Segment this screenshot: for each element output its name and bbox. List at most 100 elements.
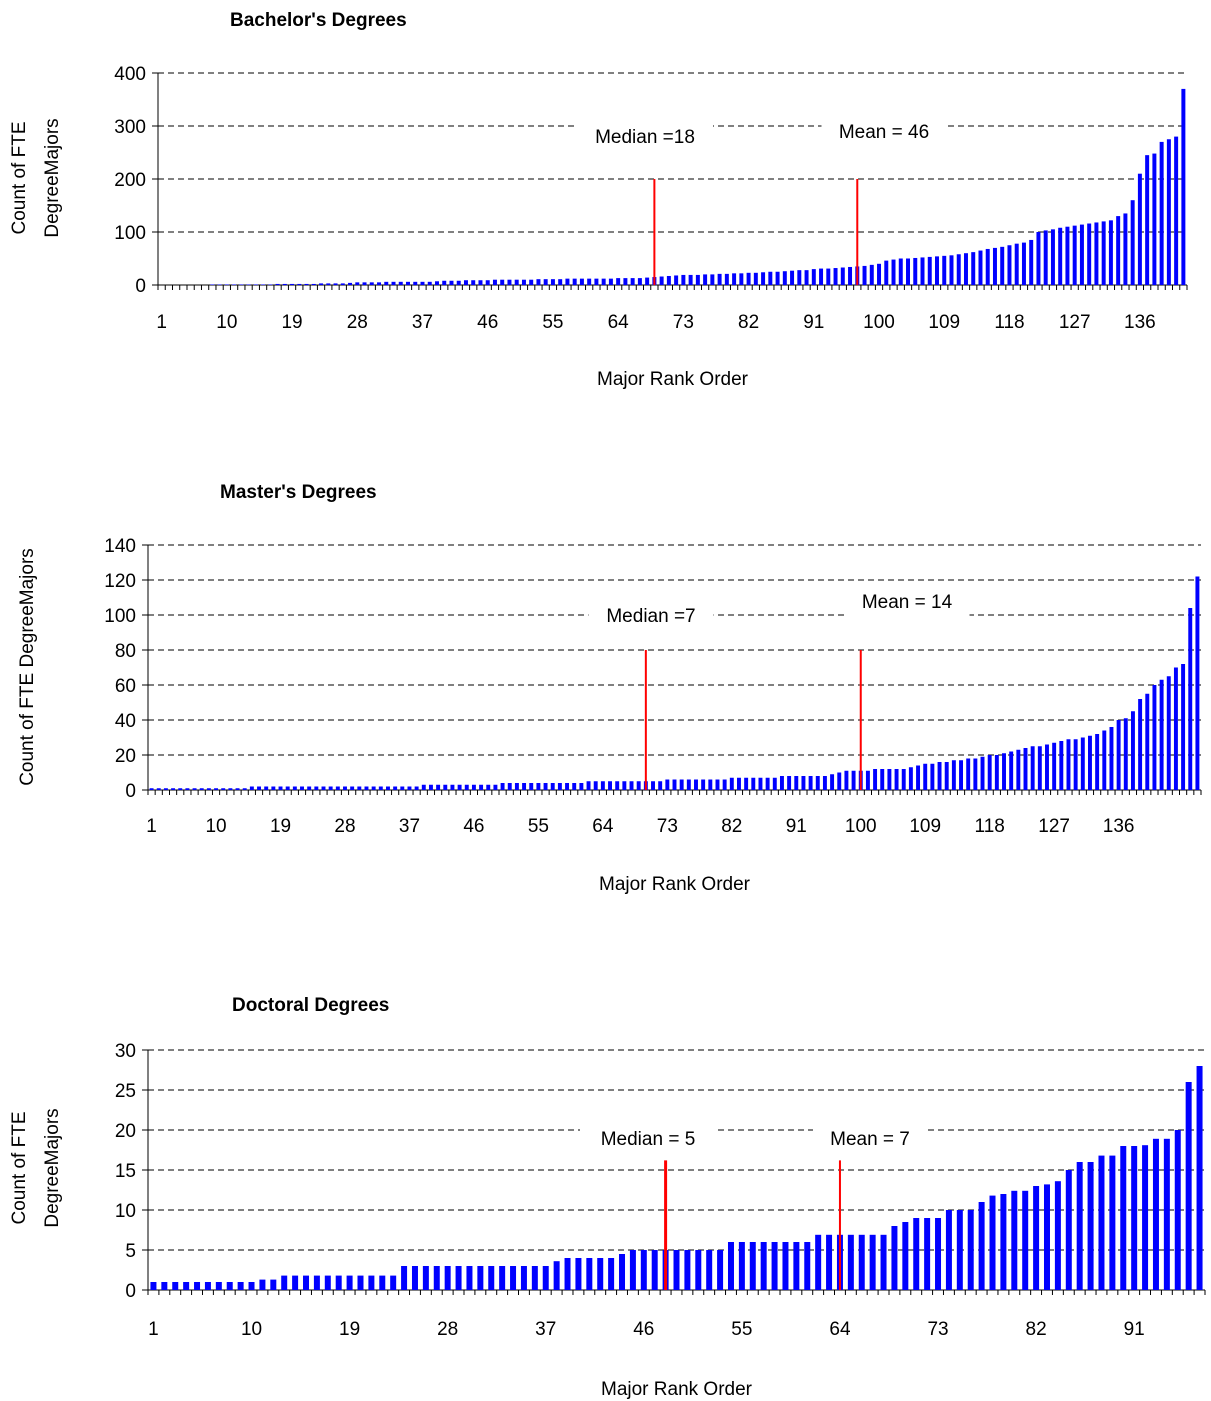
- x-tick-label: 118: [994, 312, 1024, 333]
- bar-rank-75: [679, 779, 684, 790]
- bar-rank-74: [672, 779, 677, 790]
- chart-panel-2: Master's Degrees Count of FTE DegreeMajor…: [17, 482, 1202, 895]
- bar-rank-71: [651, 781, 655, 790]
- bar-rank-31: [477, 1266, 484, 1290]
- bar-rank-58: [572, 278, 577, 285]
- bar-rank-35: [393, 786, 398, 790]
- y-tick-label: 15: [115, 1161, 136, 1182]
- x-tick-label: 91: [1124, 1319, 1145, 1340]
- bar-rank-136: [1116, 720, 1121, 790]
- bar-rank-23: [390, 1275, 397, 1290]
- bar-rank-114: [959, 760, 964, 790]
- bar-rank-26: [328, 786, 333, 790]
- marker-label-median: Median = 5: [601, 1129, 696, 1150]
- bar-rank-121: [1009, 751, 1014, 790]
- bar-rank-136: [1137, 173, 1142, 285]
- x-tick-label: 64: [592, 816, 614, 837]
- y-tick-label: 40: [115, 711, 136, 732]
- bar-rank-27: [335, 786, 340, 790]
- bar-rank-124: [1030, 746, 1035, 790]
- bar-rank-140: [1145, 693, 1150, 790]
- bar-rank-68: [880, 1234, 887, 1290]
- chart-title: Master's Degrees: [220, 482, 377, 503]
- bar-rank-109: [923, 763, 928, 790]
- bar-rank-15: [249, 786, 254, 790]
- bar-rank-51: [507, 783, 512, 790]
- x-tick-label: 10: [241, 1319, 262, 1340]
- bar-rank-16: [268, 284, 273, 285]
- bar-rank-135: [1130, 200, 1135, 285]
- bar-rank-91: [811, 269, 816, 285]
- bar-rank-46: [640, 1250, 647, 1290]
- bar-rank-123: [1043, 230, 1048, 285]
- bar-rank-84: [744, 777, 749, 790]
- marker-label-box: [813, 1121, 927, 1155]
- bar-rank-29: [455, 1266, 462, 1290]
- bar-rank-116: [973, 758, 978, 790]
- bar-rank-111: [937, 762, 942, 790]
- bar-rank-81: [722, 779, 727, 790]
- bar-rank-75: [956, 1210, 963, 1290]
- bar-rank-113: [971, 252, 976, 285]
- bar-rank-87: [1087, 1162, 1094, 1290]
- y-axis-label-line: Count of FTE: [9, 122, 30, 235]
- bar-rank-11: [259, 1279, 266, 1290]
- bar-rank-49: [493, 784, 498, 790]
- bar-rank-70: [902, 1222, 909, 1290]
- bar-rank-48: [486, 784, 491, 790]
- bar-rank-25: [411, 1266, 418, 1290]
- bar-rank-39: [434, 281, 439, 285]
- bar-rank-77: [710, 274, 715, 285]
- bar-rank-44: [619, 1254, 626, 1290]
- bar-rank-50: [514, 279, 519, 285]
- bar-rank-103: [898, 258, 903, 285]
- bar-rank-86: [1076, 1162, 1083, 1290]
- bar-rank-76: [686, 779, 691, 790]
- bar-rank-110: [930, 763, 935, 790]
- x-tick-label: 82: [738, 312, 759, 333]
- bar-rank-1: [149, 788, 154, 790]
- bar-rank-91: [794, 776, 799, 790]
- x-tick-label: 55: [542, 312, 563, 333]
- bar-rank-5: [194, 1282, 201, 1290]
- bar-rank-94: [815, 776, 820, 790]
- bar-rank-29: [350, 786, 355, 790]
- bar-rank-67: [622, 781, 627, 790]
- x-tick-label: 109: [928, 312, 960, 333]
- bar-rank-39: [564, 1258, 571, 1290]
- bar-rank-65: [608, 781, 613, 790]
- bar-rank-147: [1195, 576, 1200, 790]
- x-tick-label: 1: [156, 312, 167, 333]
- bar-rank-77: [694, 779, 698, 790]
- bar-rank-93: [808, 776, 813, 790]
- bar-rank-109: [942, 255, 947, 285]
- bar-rank-69: [636, 781, 641, 790]
- bar-rank-46: [485, 280, 490, 285]
- bar-rank-30: [357, 786, 362, 790]
- marker-label-median: Median =7: [606, 606, 695, 627]
- x-tick-label: 73: [673, 312, 694, 333]
- bar-rank-53: [717, 1250, 724, 1290]
- bar-rank-13: [235, 788, 240, 790]
- bar-rank-67: [869, 1234, 876, 1290]
- bar-rank-3: [163, 788, 168, 790]
- bar-rank-45: [464, 784, 469, 790]
- bar-rank-25: [321, 786, 326, 790]
- marker-label-mean: Mean = 7: [830, 1129, 910, 1150]
- bar-rank-88: [772, 777, 777, 790]
- bar-rank-20: [285, 786, 290, 790]
- bar-rank-59: [782, 1242, 789, 1290]
- bar-rank-53: [536, 279, 541, 285]
- bar-rank-115: [985, 248, 990, 285]
- bar-rank-88: [1098, 1155, 1105, 1290]
- bar-rank-27: [433, 1266, 440, 1290]
- bar-rank-108: [916, 765, 921, 790]
- y-axis-label-line: DegreeMajors: [42, 1108, 63, 1227]
- bar-rank-71: [666, 275, 671, 285]
- bar-rank-56: [543, 783, 548, 790]
- bar-rank-34: [398, 281, 403, 285]
- x-tick-label: 136: [1124, 312, 1156, 333]
- bar-rank-13: [246, 284, 251, 285]
- bar-rank-61: [579, 783, 584, 790]
